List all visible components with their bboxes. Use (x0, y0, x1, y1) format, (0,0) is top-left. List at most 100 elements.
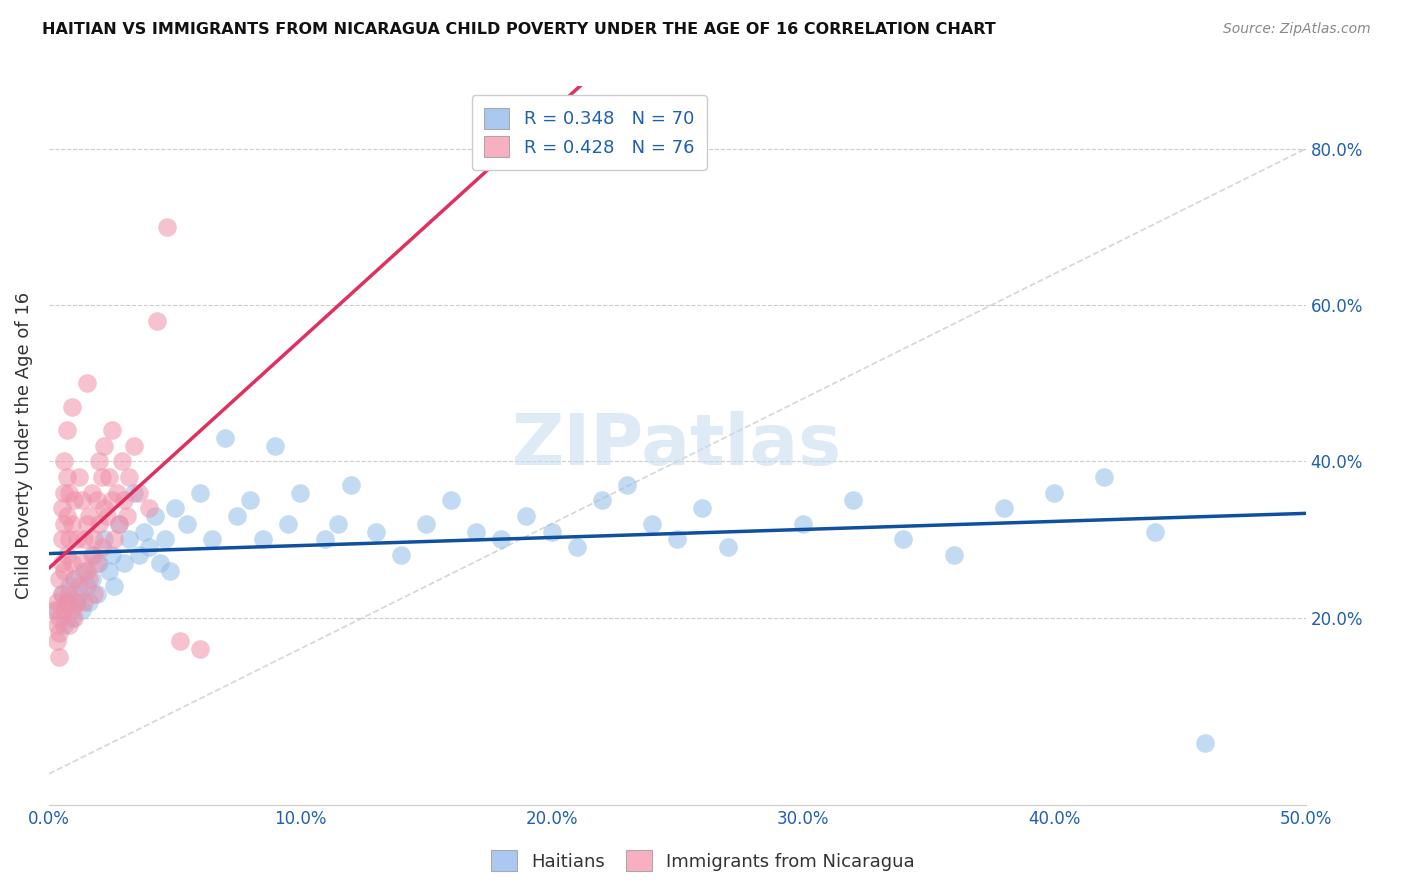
Point (93, 501, 115, 516)
Point (55, 548, 77, 562)
Point (93, 439, 115, 453)
Point (80, 485, 103, 500)
Point (77, 595, 100, 609)
Point (146, 314, 169, 328)
Legend: R = 0.348   N = 70, R = 0.428   N = 76: R = 0.348 N = 70, R = 0.428 N = 76 (471, 95, 707, 169)
Point (83, 548, 105, 562)
Point (103, 579, 125, 593)
Point (1094, 470, 1116, 484)
Point (58, 587, 80, 601)
Point (65, 533, 87, 547)
Point (48, 572, 70, 586)
Point (48, 649, 70, 664)
Point (993, 501, 1015, 516)
Point (101, 548, 124, 562)
Point (111, 454, 134, 468)
Point (159, 564, 181, 578)
Point (108, 516, 131, 531)
Point (67, 587, 90, 601)
Point (101, 493, 124, 508)
Point (86, 587, 108, 601)
Point (86, 556, 108, 570)
Y-axis label: Child Poverty Under the Age of 16: Child Poverty Under the Age of 16 (15, 293, 32, 599)
Point (55, 470, 77, 484)
Point (103, 533, 125, 547)
Point (53, 454, 76, 468)
Point (63, 493, 86, 508)
Point (55, 509, 77, 524)
Point (565, 541, 588, 555)
Point (60, 610, 83, 624)
Point (53, 603, 76, 617)
Point (666, 533, 689, 547)
Point (290, 485, 312, 500)
Point (128, 548, 150, 562)
Point (156, 219, 179, 234)
Point (201, 533, 224, 547)
Point (339, 477, 361, 491)
Point (53, 516, 76, 531)
Point (51, 587, 73, 601)
Point (51, 587, 73, 601)
Point (124, 439, 146, 453)
Point (716, 541, 738, 555)
Point (138, 541, 160, 555)
Text: HAITIAN VS IMMIGRANTS FROM NICARAGUA CHILD POVERTY UNDER THE AGE OF 16 CORRELATI: HAITIAN VS IMMIGRANTS FROM NICARAGUA CHI… (42, 22, 995, 37)
Point (45, 603, 67, 617)
Point (214, 431, 236, 445)
Point (188, 641, 211, 656)
Text: Source: ZipAtlas.com: Source: ZipAtlas.com (1223, 22, 1371, 37)
Point (76, 564, 98, 578)
Point (792, 516, 814, 531)
Point (53, 618, 76, 632)
Point (124, 485, 146, 500)
Point (105, 485, 128, 500)
Point (48, 626, 70, 640)
Point (893, 533, 915, 547)
Point (692, 501, 714, 516)
Point (264, 439, 287, 453)
Point (86, 493, 108, 508)
Point (70, 556, 93, 570)
Point (842, 493, 865, 508)
Point (76, 516, 98, 531)
Point (77, 572, 100, 586)
Point (163, 501, 186, 516)
Point (73, 564, 96, 578)
Point (70, 603, 93, 617)
Point (70, 493, 93, 508)
Point (239, 493, 262, 508)
Point (277, 516, 299, 531)
Point (515, 509, 537, 524)
Point (63, 610, 86, 624)
Point (118, 470, 141, 484)
Point (364, 524, 387, 539)
Point (143, 509, 166, 524)
Point (48, 610, 70, 624)
Point (1143, 524, 1166, 539)
Point (98, 564, 121, 578)
Point (226, 509, 249, 524)
Point (63, 572, 86, 586)
Point (641, 516, 664, 531)
Point (112, 493, 135, 508)
Point (252, 533, 274, 547)
Point (176, 516, 198, 531)
Point (53, 485, 76, 500)
Point (101, 423, 124, 437)
Point (112, 556, 135, 570)
Point (98, 470, 121, 484)
Point (76, 579, 98, 593)
Point (45, 618, 67, 632)
Point (60, 400, 83, 414)
Point (1043, 485, 1066, 500)
Point (67, 470, 90, 484)
Point (53, 564, 76, 578)
Point (491, 533, 513, 547)
Point (108, 516, 131, 531)
Point (128, 485, 150, 500)
Point (60, 516, 83, 531)
Point (51, 501, 73, 516)
Point (96, 509, 118, 524)
Point (58, 618, 80, 632)
